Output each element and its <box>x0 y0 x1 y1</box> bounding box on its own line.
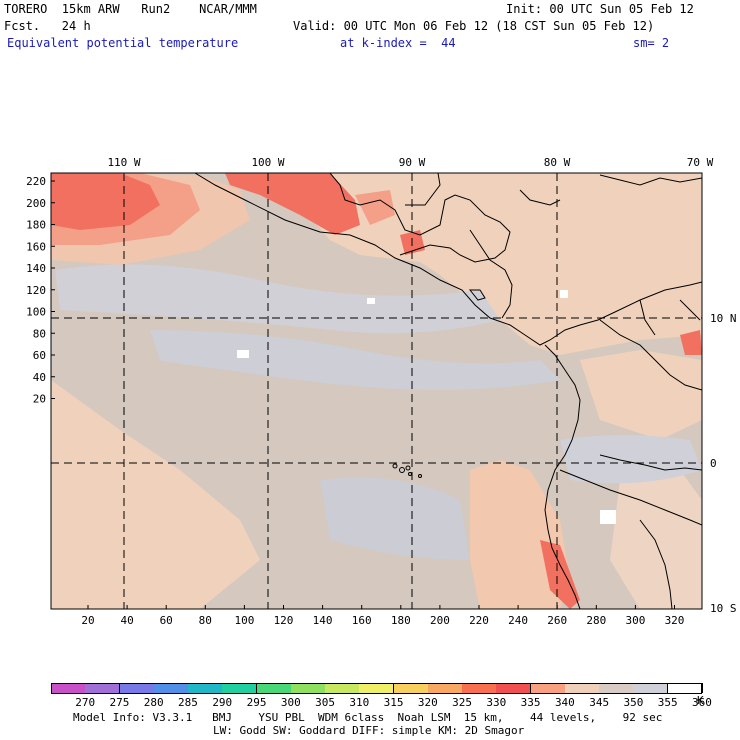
x-tick-label: 280 <box>586 614 606 627</box>
x-tick-label: 180 <box>391 614 411 627</box>
valid-time: Valid: 00 UTC Mon 06 Feb 12 (18 CST Sun … <box>293 19 655 33</box>
legend-value: 320 <box>417 696 438 709</box>
longitude-label: 80 W <box>544 156 571 169</box>
x-axis: 20 40 60 80 100 120 140 160 180 200 220 240 260 280 30… <box>81 605 684 627</box>
latitude-labels: 10 N 0 10 S <box>710 312 737 615</box>
legend-value: 350 <box>623 696 644 709</box>
longitude-label: 110 W <box>107 156 140 169</box>
x-tick-label: 160 <box>352 614 372 627</box>
x-tick-label: 100 <box>234 614 254 627</box>
y-tick-label: 220 <box>26 175 46 188</box>
x-tick-label: 80 <box>199 614 212 627</box>
latitude-label: 10 N <box>710 312 737 325</box>
legend-unit: K <box>697 694 704 707</box>
y-tick-label: 180 <box>26 219 46 232</box>
map-frame <box>50 172 703 610</box>
legend-value: 310 <box>349 696 370 709</box>
legend-value: 325 <box>452 696 473 709</box>
legend-swatch <box>667 683 703 693</box>
field-name: Equivalent potential temperature <box>7 36 239 50</box>
init-time: Init: 00 UTC Sun 05 Feb 12 <box>506 2 694 16</box>
galapagos-islands <box>392 463 422 478</box>
x-tick-label: 200 <box>430 614 450 627</box>
smoothing-label: sm= 2 <box>633 36 670 50</box>
legend-value: 275 <box>109 696 130 709</box>
map-field <box>51 173 702 609</box>
y-tick-label: 20 <box>33 393 46 406</box>
legend-value: 295 <box>246 696 267 709</box>
longitude-label: 90 W <box>399 156 426 169</box>
legend-value: 340 <box>554 696 575 709</box>
legend-value: 270 <box>75 696 96 709</box>
legend-value: 290 <box>212 696 233 709</box>
physics-info: LW: Godd SW: Goddard DIFF: simple KM: 2D… <box>213 724 525 737</box>
longitude-labels: 110 W 100 W 90 W 80 W 70 W <box>107 156 713 169</box>
y-tick-label: 60 <box>33 349 46 362</box>
legend-value: 315 <box>383 696 404 709</box>
forecast-hour: Fcst. 24 h <box>4 19 91 33</box>
x-tick-label: 220 <box>469 614 489 627</box>
y-axis: 220 200 180 160 140 120 100 80 60 40 20 <box>26 175 55 406</box>
x-tick-label: 320 <box>665 614 685 627</box>
legend-value: 335 <box>520 696 541 709</box>
x-tick-label: 60 <box>160 614 173 627</box>
y-tick-label: 160 <box>26 240 46 253</box>
legend-value: 305 <box>315 696 335 709</box>
y-tick-label: 80 <box>33 327 46 340</box>
y-tick-label: 200 <box>26 197 46 210</box>
x-tick-label: 20 <box>81 614 94 627</box>
legend-value: 330 <box>486 696 507 709</box>
x-tick-label: 140 <box>313 614 333 627</box>
legend-value: 355 <box>657 696 678 709</box>
legend-value: 360 <box>692 696 712 709</box>
x-tick-label: 40 <box>120 614 133 627</box>
legend-value: 300 <box>280 696 301 709</box>
x-tick-label: 120 <box>274 614 294 627</box>
latitude-label: 0 <box>710 457 717 470</box>
y-tick-label: 100 <box>26 306 46 319</box>
latlon-grid <box>51 173 702 609</box>
x-tick-label: 240 <box>508 614 528 627</box>
longitude-label: 100 W <box>251 156 284 169</box>
legend-frame <box>51 683 702 694</box>
x-tick-label: 260 <box>547 614 567 627</box>
legend-value: 280 <box>143 696 164 709</box>
y-tick-label: 40 <box>33 371 46 384</box>
legend-value: 345 <box>589 696 610 709</box>
level-label: at k-index = 44 <box>340 36 456 50</box>
y-tick-label: 140 <box>26 262 46 275</box>
y-tick-label: 120 <box>26 284 46 297</box>
legend-value: 285 <box>178 696 198 709</box>
model-info: Model Info: V3.3.1 BMJ YSU PBL WDM 6clas… <box>73 711 663 724</box>
longitude-label: 70 W <box>687 156 714 169</box>
latitude-label: 10 S <box>710 602 737 615</box>
x-tick-label: 300 <box>625 614 645 627</box>
model-title: TORERO 15km ARW Run2 NCAR/MMM <box>4 2 257 16</box>
